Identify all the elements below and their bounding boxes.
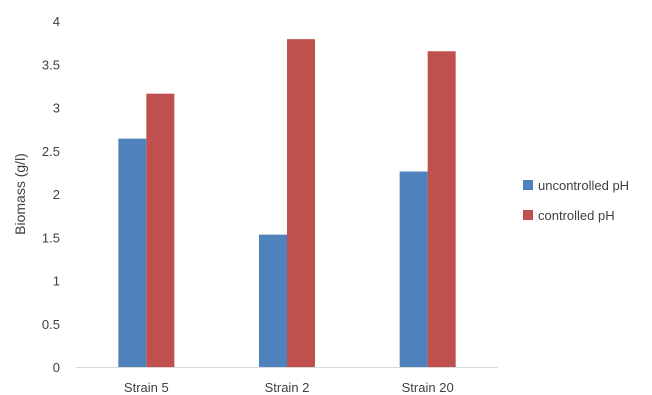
- y-tick-label: 1: [53, 274, 60, 289]
- y-axis-ticks: 0 0.5 1 1.5 2 2.5 3 3.5 4: [42, 14, 60, 375]
- y-tick-label: 3: [53, 101, 60, 116]
- y-axis-title: Biomass (g/l): [12, 153, 28, 235]
- legend: uncontrolled pH controlled pH: [523, 178, 629, 223]
- y-tick-label: 0: [53, 360, 60, 375]
- x-tick-label: Strain 5: [124, 380, 169, 395]
- y-tick-label: 2.5: [42, 144, 60, 159]
- legend-swatch-uncontrolled-ph: [523, 180, 533, 190]
- x-tick-label: Strain 20: [402, 380, 454, 395]
- y-tick-label: 1.5: [42, 230, 60, 245]
- legend-swatch-controlled-ph: [523, 210, 533, 220]
- x-axis-ticks: Strain 5 Strain 2 Strain 20: [124, 380, 454, 395]
- y-tick-label: 2: [53, 187, 60, 202]
- y-tick-label: 3.5: [42, 57, 60, 72]
- legend-label: controlled pH: [538, 208, 615, 223]
- bar-uncontrolled-ph-strain-2: [259, 234, 287, 367]
- bar-uncontrolled-ph-strain-5: [118, 138, 147, 367]
- y-tick-label: 4: [53, 14, 60, 29]
- bars: [118, 39, 456, 368]
- legend-label: uncontrolled pH: [538, 178, 629, 193]
- x-tick-label: Strain 2: [265, 380, 310, 395]
- bar-controlled-ph-strain-20: [427, 51, 456, 368]
- y-tick-label: 0.5: [42, 317, 60, 332]
- bar-controlled-ph-strain-5: [146, 93, 175, 367]
- bar-controlled-ph-strain-2: [287, 39, 315, 367]
- bar-uncontrolled-ph-strain-20: [399, 171, 428, 367]
